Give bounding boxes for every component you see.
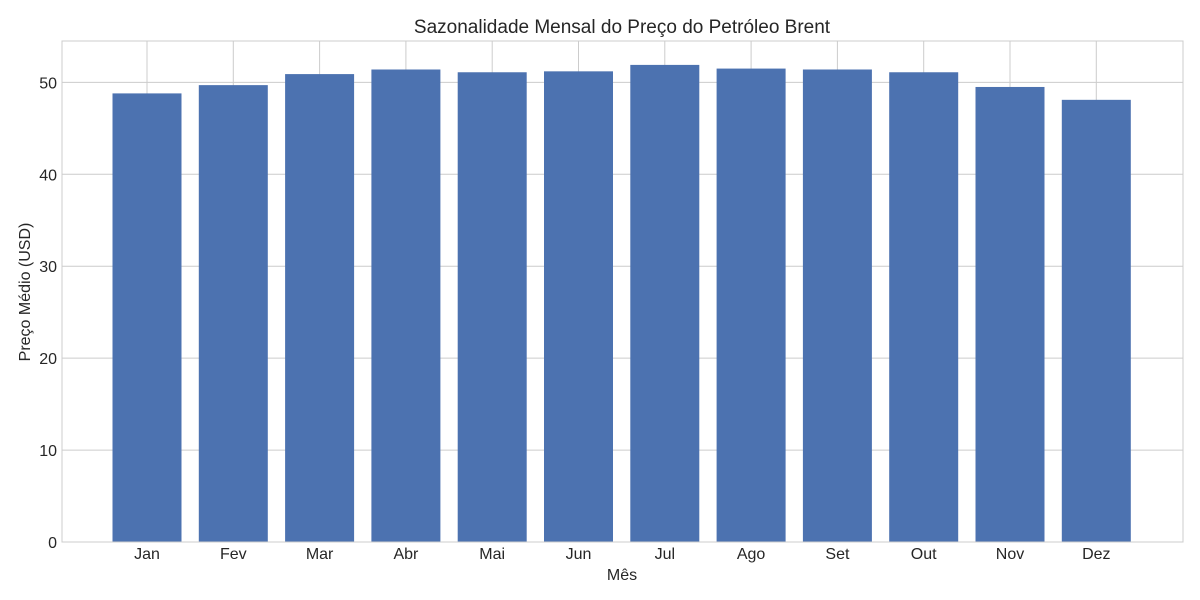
x-tick-label: Ago: [737, 546, 766, 563]
y-tick-label: 50: [39, 75, 57, 92]
y-tick-label: 30: [39, 259, 57, 276]
x-tick-label: Jun: [566, 546, 592, 563]
bar-set: [802, 69, 872, 542]
y-tick-label: 0: [48, 535, 57, 552]
plot-frame: [61, 40, 1184, 543]
x-tick-label: Fev: [220, 546, 247, 563]
bar-jan: [112, 93, 182, 542]
bar-dez: [1061, 99, 1131, 542]
y-tick-label: 10: [39, 443, 57, 460]
bar-nov: [975, 86, 1045, 542]
x-tick-label: Mar: [306, 546, 334, 563]
bar-mar: [285, 74, 355, 543]
x-tick-label: Jul: [655, 546, 675, 563]
x-tick-labels: Jan Fev Mar Abr Mai Jun Jul Ago Set Out Nov Dez: [134, 546, 1110, 563]
x-tick-label: Abr: [393, 546, 419, 563]
chart-title: Sazonalidade Mensal do Preço do Petróleo…: [414, 17, 831, 38]
bar-fev: [198, 85, 268, 543]
y-tick-labels: 0 10 20 30 40 50: [39, 75, 57, 552]
x-axis-label: Mês: [607, 567, 637, 584]
bar-ago: [716, 68, 786, 543]
y-tick-label: 20: [39, 351, 57, 368]
x-tick-label: Dez: [1082, 546, 1110, 563]
bar-mai: [457, 72, 527, 543]
bar-abr: [371, 69, 441, 542]
x-tick-label: Set: [825, 546, 850, 563]
bar-jul: [630, 64, 700, 543]
bar-jun: [544, 71, 613, 542]
x-tick-label: Jan: [134, 546, 160, 563]
bar-out: [889, 72, 959, 543]
x-tick-label: Out: [911, 546, 937, 563]
bars: [112, 64, 1131, 543]
y-axis-label: Preço Médio (USD): [17, 223, 34, 362]
y-tick-label: 40: [39, 167, 57, 184]
x-tick-label: Nov: [996, 546, 1024, 563]
x-tick-label: Mai: [479, 546, 505, 563]
